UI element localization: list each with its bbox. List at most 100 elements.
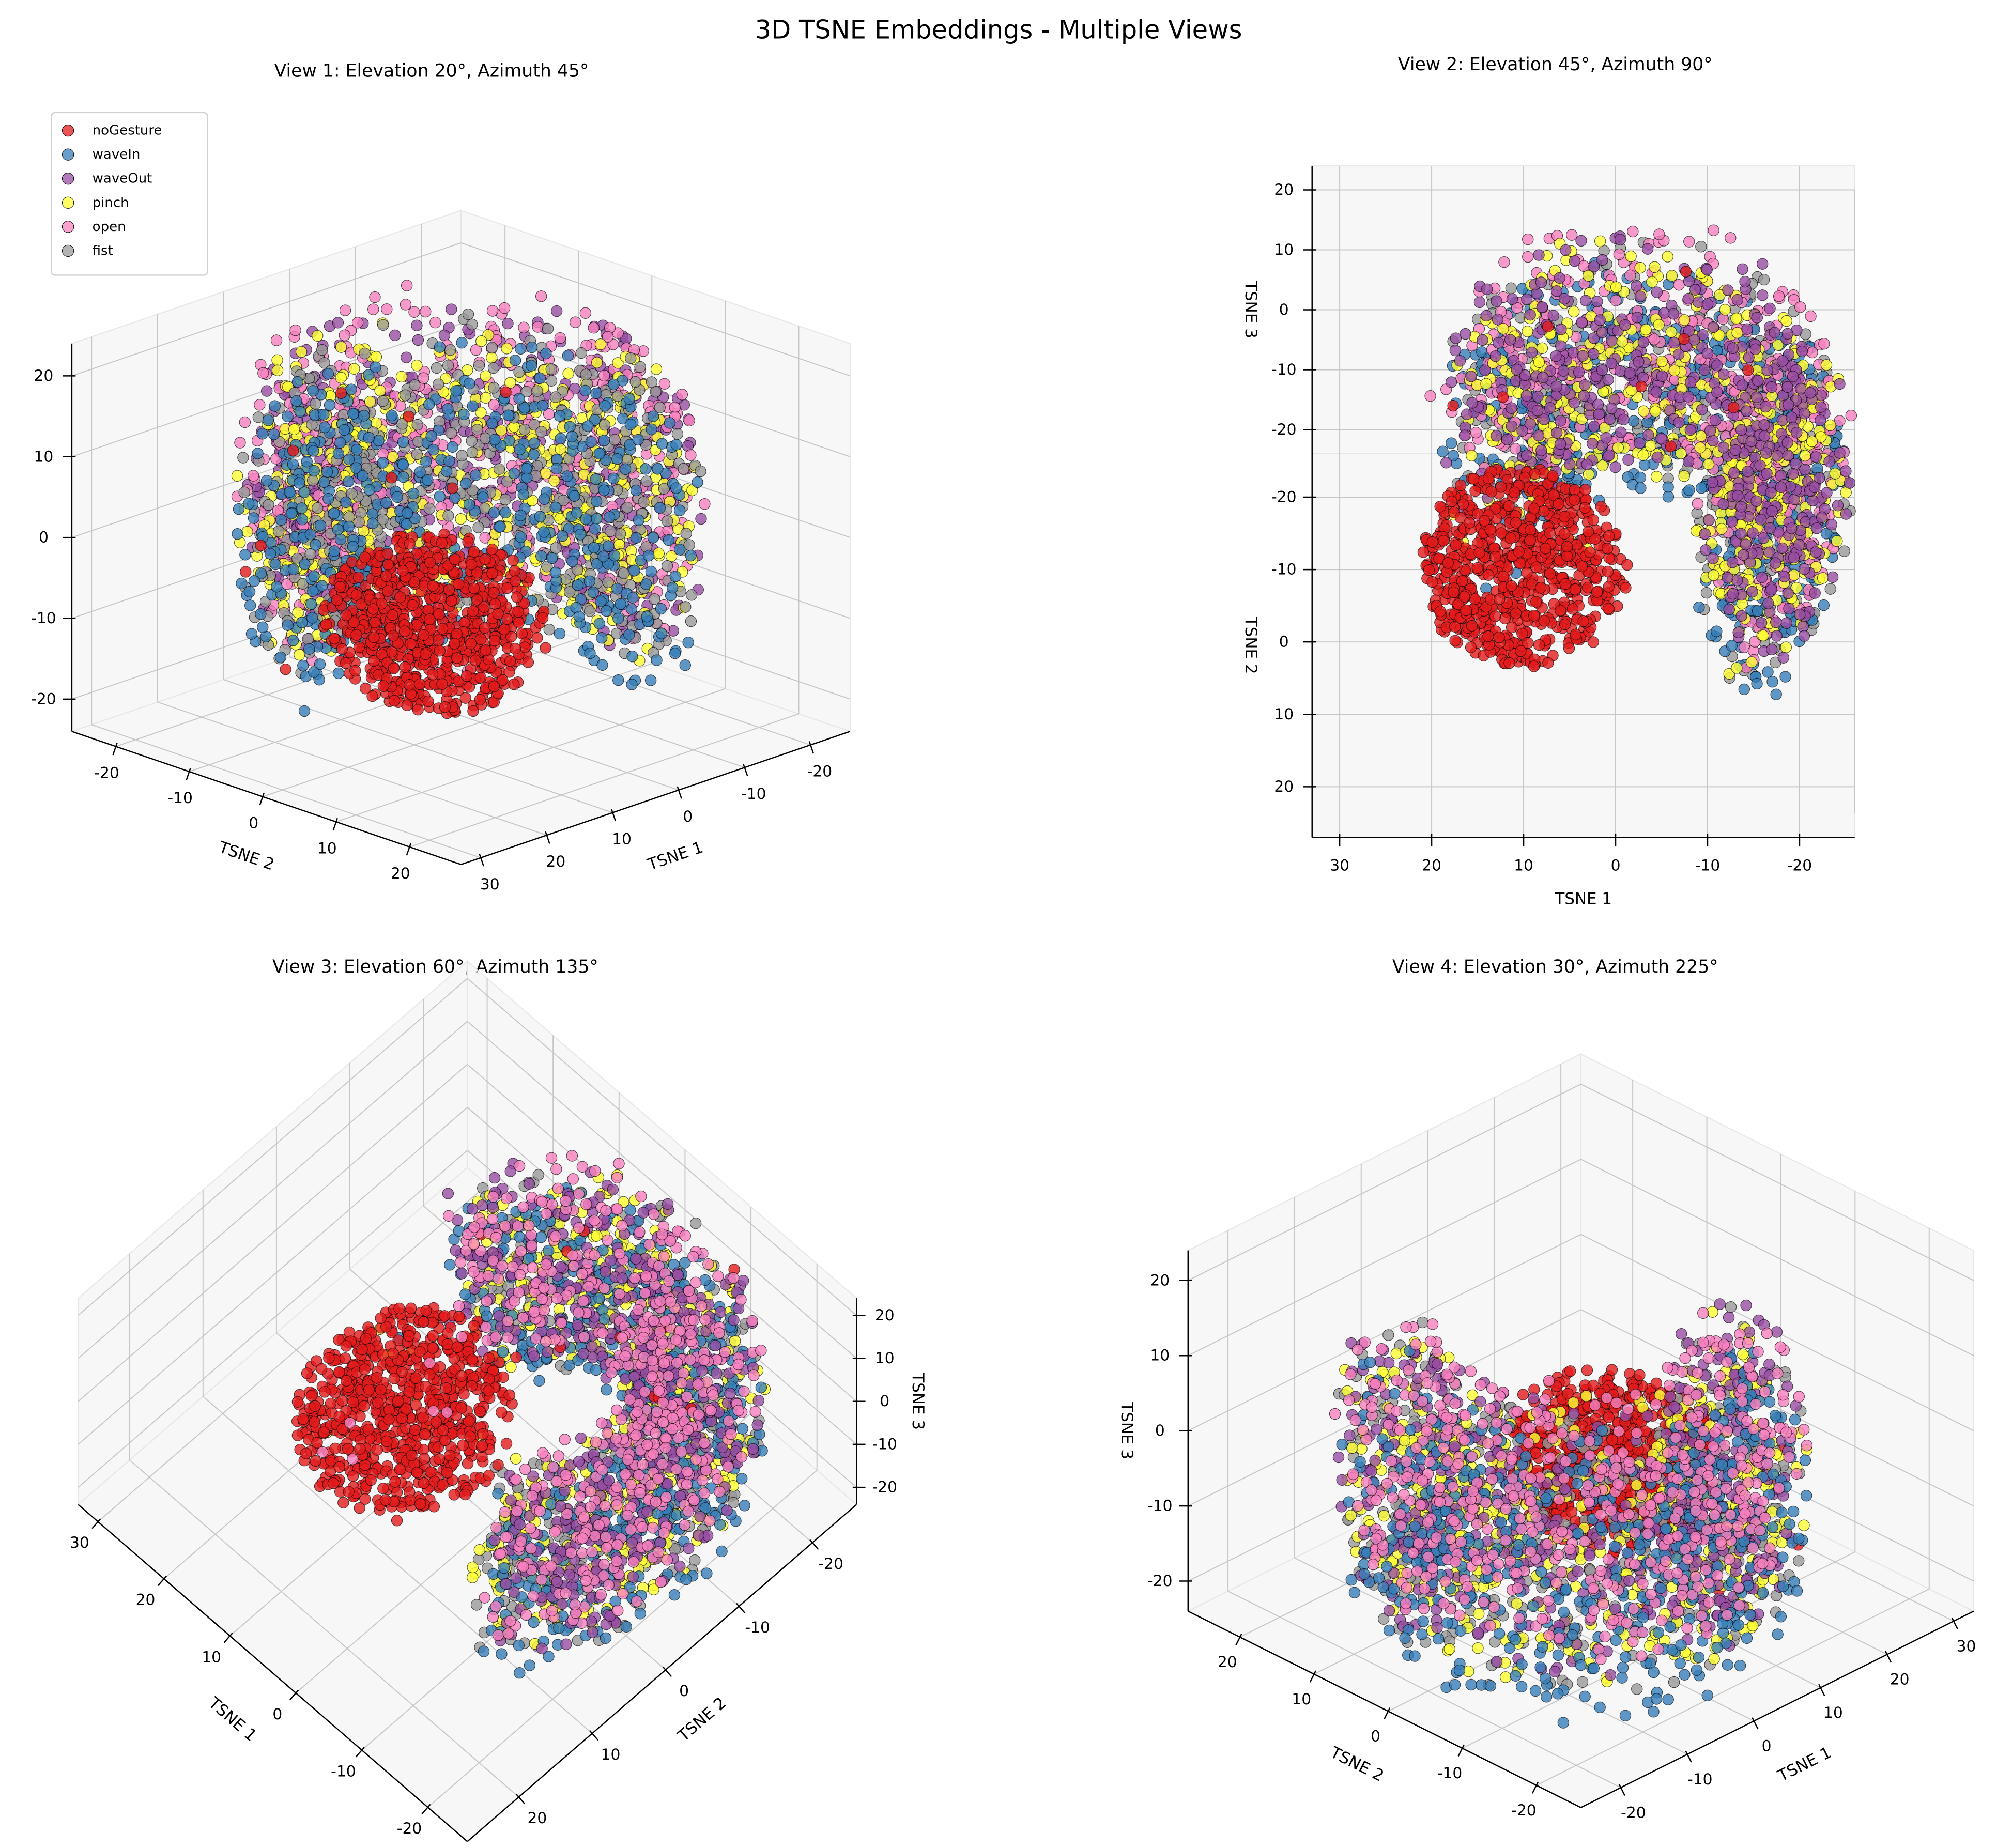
point-waveIn <box>1695 482 1708 494</box>
point-fist <box>549 391 562 403</box>
figure-title: 3D TSNE Embeddings - Multiple Views <box>755 14 1242 44</box>
point-noGesture <box>404 538 416 550</box>
point-waveIn <box>386 409 398 422</box>
point-fist <box>680 528 692 540</box>
point-fist <box>648 593 660 605</box>
point-noGesture <box>509 642 521 655</box>
point-waveIn <box>625 603 638 615</box>
point-noGesture <box>328 633 340 644</box>
point-waveIn <box>647 410 659 422</box>
point-waveIn <box>321 466 333 478</box>
point-noGesture <box>399 661 411 673</box>
point-open <box>1613 248 1625 260</box>
point-waveIn <box>584 648 596 659</box>
point-noGesture <box>382 559 394 571</box>
point-waveIn <box>443 455 455 467</box>
point-waveIn <box>464 377 475 390</box>
point-noGesture <box>424 557 436 568</box>
point-noGesture <box>418 629 430 641</box>
point-fist <box>662 515 673 527</box>
point-waveOut <box>446 303 457 315</box>
point-waveIn <box>363 432 375 444</box>
point-waveIn <box>670 439 682 451</box>
point-noGesture <box>439 701 451 713</box>
point-noGesture <box>240 566 252 578</box>
point-waveIn <box>642 550 655 562</box>
point-open <box>1470 426 1482 439</box>
point-waveIn <box>296 617 308 628</box>
point-fist <box>678 463 689 475</box>
point-waveIn <box>318 409 330 421</box>
point-fist <box>472 521 484 533</box>
point-fist <box>353 516 365 528</box>
point-waveIn <box>608 378 620 391</box>
point-open <box>685 449 697 461</box>
point-waveIn <box>590 496 603 507</box>
point-noGesture <box>340 657 352 669</box>
point-waveIn <box>654 502 666 514</box>
point-noGesture <box>447 482 458 494</box>
point-waveOut <box>332 317 344 329</box>
point-fist <box>442 510 454 522</box>
point-fist <box>409 379 421 391</box>
point-fist <box>618 567 630 579</box>
point-waveIn <box>315 519 327 532</box>
point-pinch <box>594 338 607 350</box>
point-fist <box>584 605 596 617</box>
point-noGesture <box>436 537 448 549</box>
point-waveIn <box>239 549 251 561</box>
point-waveIn <box>656 438 668 450</box>
point-waveIn <box>655 603 667 615</box>
point-waveIn <box>262 414 274 426</box>
point-waveIn <box>589 523 601 535</box>
point-fist <box>462 309 474 320</box>
point-noGesture <box>469 654 482 667</box>
point-waveIn <box>420 456 432 468</box>
point-waveIn <box>517 488 529 501</box>
point-waveIn <box>347 408 359 420</box>
point-noGesture <box>335 387 347 399</box>
point-noGesture <box>353 641 365 653</box>
point-waveIn <box>232 528 243 540</box>
tick-label-y: 0 <box>249 814 258 833</box>
point-noGesture <box>420 648 432 660</box>
point-waveIn <box>1766 676 1778 688</box>
point-noGesture <box>386 646 398 658</box>
point-waveIn <box>623 628 635 641</box>
point-waveIn <box>380 497 392 509</box>
point-fist <box>445 427 457 439</box>
point-fist <box>621 501 633 514</box>
point-waveIn <box>334 437 346 449</box>
point-waveIn <box>285 507 297 519</box>
point-noGesture <box>394 591 406 603</box>
point-waveIn <box>692 476 703 488</box>
point-waveIn <box>585 436 597 448</box>
point-noGesture <box>478 601 490 613</box>
point-waveIn <box>1662 491 1675 503</box>
point-waveIn <box>554 410 566 422</box>
point-open <box>1498 256 1510 268</box>
point-fist <box>456 450 468 461</box>
point-fist <box>423 502 436 515</box>
point-waveIn <box>566 556 578 567</box>
point-noGesture <box>443 584 455 596</box>
point-waveIn <box>343 453 355 466</box>
point-noGesture <box>386 609 398 621</box>
point-waveIn <box>664 417 676 429</box>
point-fist <box>433 378 444 390</box>
point-noGesture <box>433 634 445 646</box>
point-noGesture <box>449 553 461 565</box>
point-waveIn <box>549 566 562 579</box>
point-waveIn <box>377 457 389 469</box>
point-fist <box>575 347 588 359</box>
point-waveIn <box>652 463 664 475</box>
point-waveIn <box>679 659 691 671</box>
point-noGesture <box>334 581 346 593</box>
point-waveIn <box>603 511 616 523</box>
point-noGesture <box>412 703 424 716</box>
point-open <box>498 302 511 314</box>
point-fist <box>306 474 319 486</box>
point-noGesture <box>451 628 463 640</box>
point-waveIn <box>1635 482 1647 494</box>
point-fist <box>487 362 500 374</box>
